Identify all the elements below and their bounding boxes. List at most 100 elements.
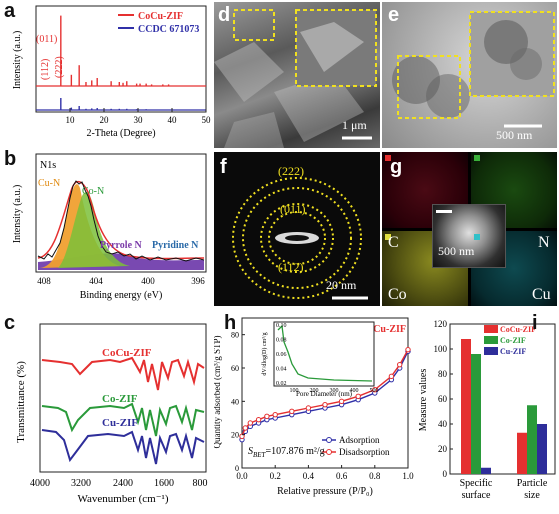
- ftir-line-cocu: [41, 356, 205, 391]
- saed-pattern: [232, 177, 368, 300]
- xps-xtick: 408: [37, 276, 51, 286]
- eds-label-cu: Cu: [532, 286, 551, 303]
- panel-label-f: f: [220, 156, 227, 178]
- eds-label-n: N: [538, 234, 550, 251]
- ftir-plot-frame: [39, 323, 207, 473]
- eds-scalebar-label: 500 nm: [438, 244, 475, 258]
- measure-ytick-label: 100: [434, 344, 448, 354]
- bet-inset-ytick: 0.06: [276, 352, 287, 358]
- ftir-label-co: Co-ZIF: [102, 393, 138, 405]
- bet-xtick-label: 0.8: [369, 471, 381, 481]
- measure-cat2-line1: Particle: [517, 478, 548, 489]
- xps-title: N1s: [40, 160, 56, 171]
- sem-texture: [214, 9, 377, 148]
- bet-inset-xtick: 300: [330, 388, 339, 394]
- xps-label-pyridine: Pyridine N: [152, 240, 199, 251]
- bet-chart: CoCu-ZIF Pore Diameter (nm) dV/dlog(D) c…: [212, 317, 414, 497]
- ftir-line-co: [41, 402, 205, 437]
- bet-legend-ads: Adsorption: [339, 435, 380, 445]
- bet-inset-frame: [273, 321, 375, 387]
- measure-cat1-line1: Specific: [460, 478, 493, 489]
- measure-bar: [537, 424, 547, 474]
- xps-plot-frame: [35, 153, 207, 273]
- tem-inset-box-small: [397, 55, 461, 119]
- bet-plot-frame: [241, 317, 409, 469]
- panel-label-g: g: [390, 156, 403, 178]
- measure-ytick-label: 40: [438, 419, 448, 429]
- ftir-label-cocu: CoCu-ZIF: [102, 347, 152, 359]
- panel-a: a CoCu-ZIF CCDC 671073 (011) (112) (222)…: [0, 0, 212, 140]
- bet-legend-des: Disadsorption: [339, 447, 390, 457]
- bet-point: [289, 408, 295, 415]
- panel-label-a: a: [4, 0, 16, 22]
- xrd-peak-222: (222): [54, 56, 65, 78]
- tem-texture: [392, 11, 555, 128]
- eds-color-swatch-n: [474, 155, 480, 161]
- bet-inset-ytick: 0.04: [276, 367, 287, 373]
- bet-point: [372, 386, 378, 393]
- xps-xtick: 400: [141, 276, 155, 286]
- xrd-chart: CoCu-ZIF CCDC 671073 (011) (112) (222) 2…: [12, 5, 212, 139]
- panel-b: b N1s Cu-N Co-N Pyrrole N Pyridine N 408…: [0, 148, 212, 306]
- bet-sbet-symbol: SBET=107.876 m²/g: [248, 446, 325, 459]
- bet-ytick-label: 80: [231, 331, 239, 340]
- xrd-peak-112: (112): [40, 59, 51, 80]
- measure-legend-swatch: [484, 336, 498, 344]
- panel-e-tem-image: e 500 nm: [382, 2, 557, 148]
- xrd-peak-011: (011): [36, 34, 57, 45]
- panel-g-eds-mapping: g C N Co Cu 500 nm: [382, 152, 557, 306]
- bet-point: [247, 420, 253, 426]
- ftir-xlabel: Wavenumber (cm⁻¹): [78, 493, 169, 505]
- bet-point: [397, 361, 403, 368]
- bet-point: [242, 425, 249, 431]
- tem-scalebar-label: 500 nm: [496, 128, 533, 142]
- eds-label-co: Co: [388, 286, 407, 303]
- bet-ylabel: Quantity adsorbed (cm³/g STP): [214, 336, 222, 449]
- xrd-xlabel: 2-Theta (Degree): [86, 128, 155, 139]
- bet-point: [388, 373, 395, 380]
- panel-d-sem-image: d 1 μm: [214, 2, 380, 148]
- eds-haadf-image: [432, 204, 506, 268]
- bet-point: [264, 413, 270, 420]
- saed-ring-011: [268, 211, 326, 265]
- measure-legend-swatch: [484, 347, 498, 355]
- eds-label-c: C: [388, 234, 399, 251]
- eds-color-swatch-c: [385, 155, 391, 161]
- measure-ytick-label: 60: [438, 394, 448, 404]
- bet-ytick-label: 0: [235, 464, 239, 473]
- bet-point: [239, 433, 245, 440]
- panel-label-c: c: [4, 312, 16, 334]
- measure-bar: [527, 405, 537, 474]
- panel-f-saed-image: f (222) (011) (112) 20 nm: [214, 152, 380, 306]
- measure-ylabel: Measure values: [418, 369, 429, 432]
- xps-chart: N1s Cu-N Co-N Pyrrole N Pyridine N 408 4…: [12, 153, 207, 301]
- panel-c: c CoCu-ZIF Co-ZIF Cu-ZIF 4000 3200 2400 …: [0, 312, 212, 509]
- xps-xlabel: Binding energy (eV): [80, 290, 163, 301]
- panel-label-i: i: [532, 312, 538, 334]
- panel-label-b: b: [4, 148, 17, 170]
- bet-point: [272, 411, 278, 418]
- bet-inset-ylabel: dV/dlog(D) cm³/g: [261, 332, 268, 375]
- bet-point: [305, 405, 312, 411]
- bet-xtick-label: 0.4: [303, 471, 315, 481]
- ftir-ylabel: Transmittance (%): [15, 361, 27, 443]
- panel-label-e: e: [388, 4, 400, 26]
- saed-label-222: (222): [278, 164, 304, 178]
- bet-inset-curve: [277, 324, 373, 382]
- xps-label-pyrrole: Pyrrole N: [100, 240, 143, 251]
- xrd-xtick-label: 50: [202, 115, 212, 125]
- bet-point: [322, 401, 328, 408]
- bet-inset-xlabel: Pore Diameter (nm): [296, 390, 353, 398]
- bet-inset-ytick: 0.02: [276, 381, 287, 387]
- measure-cat2-line2: size: [524, 490, 540, 501]
- bet-point: [355, 393, 361, 400]
- xps-ylabel: Intensity (a.u.): [12, 185, 23, 244]
- sem-scalebar-label: 1 μm: [342, 118, 367, 132]
- bet-inset-ytick: 0.10: [276, 323, 287, 329]
- bet-point: [405, 346, 411, 353]
- bet-legend-marker-des: [326, 449, 332, 455]
- measure-ytick-label: 120: [434, 319, 448, 329]
- xps-xtick: 404: [89, 276, 103, 286]
- ftir-xtick: 2400: [113, 478, 133, 489]
- saed-label-011: (011): [280, 202, 306, 216]
